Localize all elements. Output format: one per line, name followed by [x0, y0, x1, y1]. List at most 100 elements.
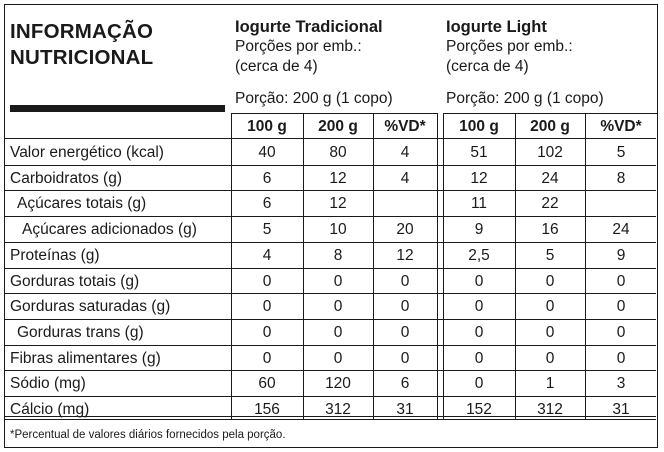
divider — [443, 113, 657, 115]
table-cell: 0 — [474, 375, 484, 393]
nutrient-name: Carboidratos (g) — [10, 169, 122, 187]
footnote: *Percentual de valores diários fornecido… — [10, 429, 286, 441]
title-line-1: INFORMAÇÃO — [10, 20, 154, 43]
table-cell: 9 — [474, 221, 484, 239]
table-cell: 24 — [612, 221, 630, 239]
row-divider — [5, 241, 656, 243]
nutrient-name: Valor energético (kcal) — [10, 144, 164, 161]
table-cell: 4 — [400, 169, 410, 187]
product-name: Iogurte Light — [446, 18, 547, 36]
table-cell: 0 — [262, 323, 272, 341]
table-cell: 80 — [329, 144, 347, 161]
table-cell: 12 — [329, 195, 347, 213]
table-cell: 102 — [537, 144, 563, 161]
product-header-light: Iogurte Light Porções por emb.: (cerca d… — [446, 17, 573, 77]
divider — [437, 113, 439, 419]
table-cell: 0 — [400, 323, 410, 341]
servings-line-2: (cerca de 4) — [235, 58, 318, 75]
nutrient-name: Açúcares adicionados (g) — [22, 221, 197, 239]
table-cell: 0 — [616, 323, 626, 341]
table-cell: 0 — [262, 298, 272, 316]
table-cell: 0 — [333, 298, 343, 316]
table-cell: 0 — [545, 298, 555, 316]
table-cell: 0 — [474, 323, 484, 341]
table-cell: 120 — [325, 375, 351, 393]
table-cell: 9 — [616, 246, 626, 264]
table-cell: 0 — [616, 349, 626, 367]
divider — [443, 113, 445, 419]
table-cell: 60 — [258, 375, 276, 393]
servings-line-1: Porções por emb.: — [235, 38, 362, 55]
table-cell: 0 — [474, 272, 484, 290]
table-cell: 6 — [262, 169, 272, 187]
table-cell: 40 — [258, 144, 276, 161]
table-cell: 20 — [396, 221, 414, 239]
table-cell: 6 — [400, 375, 410, 393]
divider — [5, 419, 656, 421]
nutrition-label: INFORMAÇÃO NUTRICIONAL Iogurte Tradicion… — [4, 4, 658, 448]
col-header: 200 g — [318, 118, 358, 135]
title-underline-bar — [10, 105, 225, 112]
table-cell: 156 — [254, 401, 280, 418]
table-cell: 12 — [470, 169, 488, 187]
table-cell: 0 — [333, 323, 343, 341]
servings-line-1: Porções por emb.: — [446, 38, 573, 55]
row-divider — [5, 293, 656, 295]
table-cell: 24 — [541, 169, 559, 187]
table-cell: 6 — [262, 195, 272, 213]
portion-traditional: Porção: 200 g (1 copo) — [235, 90, 393, 107]
table-cell: 0 — [474, 349, 484, 367]
table-cell: 0 — [545, 272, 555, 290]
table-cell: 0 — [333, 272, 343, 290]
table-cell: 10 — [329, 221, 347, 239]
table-cell: 12 — [396, 246, 414, 264]
table-cell: 152 — [466, 401, 492, 418]
nutrient-name: Cálcio (mg) — [10, 401, 90, 418]
nutrient-name: Fibras alimentares (g) — [10, 349, 161, 367]
table-cell: 1 — [545, 375, 555, 393]
row-divider — [5, 344, 656, 346]
table-cell: 0 — [333, 349, 343, 367]
table-cell: 0 — [400, 349, 410, 367]
row-divider — [5, 370, 656, 372]
nutrient-name: Açúcares totais (g) — [17, 195, 147, 213]
table-cell: 0 — [545, 349, 555, 367]
table-cell: 4 — [262, 246, 272, 264]
table-cell: 11 — [470, 195, 488, 213]
nutrient-name: Gorduras saturadas (g) — [10, 298, 171, 316]
divider — [5, 416, 656, 418]
table-cell: 4 — [400, 144, 410, 161]
table-cell: 0 — [616, 272, 626, 290]
table-cell: 0 — [474, 298, 484, 316]
servings-line-2: (cerca de 4) — [446, 58, 529, 75]
table-cell: 16 — [541, 221, 559, 239]
divider — [373, 113, 375, 419]
col-header: 100 g — [459, 118, 499, 135]
table-cell: 3 — [616, 375, 626, 393]
table-cell: 31 — [396, 401, 414, 418]
table-cell: 0 — [262, 349, 272, 367]
divider — [303, 113, 305, 419]
table-cell: 5 — [545, 246, 555, 264]
divider — [5, 138, 656, 140]
nutrient-name: Gorduras totais (g) — [10, 272, 140, 290]
table-cell: 5 — [616, 144, 626, 161]
row-divider — [5, 216, 656, 218]
table-cell: 5 — [262, 221, 272, 239]
table-cell: 0 — [400, 272, 410, 290]
row-divider — [5, 164, 656, 166]
table-cell: 0 — [616, 298, 626, 316]
product-name: Iogurte Tradicional — [235, 18, 383, 36]
nutrient-name: Proteínas (g) — [10, 246, 100, 264]
col-header: %VD* — [384, 118, 426, 135]
table-cell: 0 — [262, 272, 272, 290]
row-divider — [5, 267, 656, 269]
row-divider — [5, 190, 656, 192]
nutrient-name: Sódio (mg) — [10, 375, 86, 393]
table-cell: 0 — [545, 323, 555, 341]
col-header: 100 g — [247, 118, 287, 135]
table-cell: 22 — [541, 195, 559, 213]
portion-light: Porção: 200 g (1 copo) — [446, 90, 604, 107]
table-cell: 312 — [325, 401, 351, 418]
table-cell: 0 — [400, 298, 410, 316]
